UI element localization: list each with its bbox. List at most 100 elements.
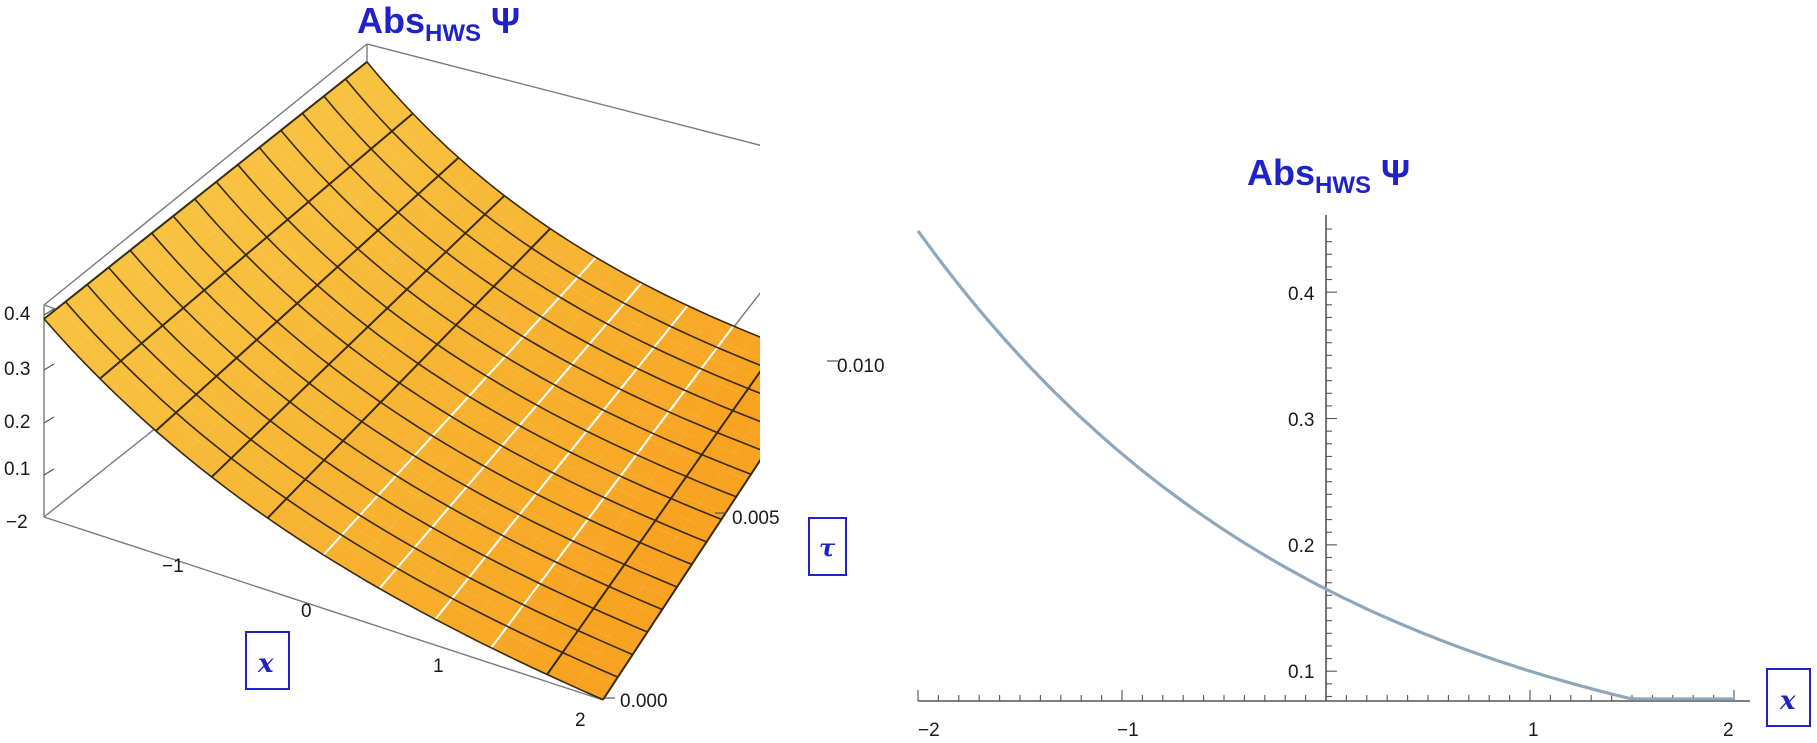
- surface-patch: [278, 167, 319, 207]
- surface-patch: [462, 346, 501, 377]
- surface-patch: [309, 507, 351, 541]
- surface-patch: [408, 358, 449, 391]
- surface-patch: [392, 557, 434, 589]
- surface-patch: [548, 462, 587, 491]
- surface-patch: [473, 376, 512, 407]
- mesh-line: [86, 284, 633, 656]
- surface-patch: [587, 371, 625, 400]
- surface-patch: [437, 329, 476, 361]
- surface-patch: [350, 153, 390, 191]
- surface-patch: [519, 645, 559, 675]
- z-tick-mark: [43, 468, 55, 476]
- surface-patch: [404, 496, 445, 528]
- surface-patch: [568, 272, 606, 301]
- surface-patch: [503, 302, 542, 332]
- surface-patch: [162, 312, 205, 352]
- surface-patch: [549, 506, 589, 536]
- surface-patch: [364, 495, 405, 527]
- surface-patch: [358, 101, 398, 141]
- surface-patch: [297, 244, 338, 281]
- surface-patch: [498, 391, 537, 421]
- surface-patch: [515, 599, 555, 629]
- surface-patch: [302, 329, 344, 365]
- surface-patch: [460, 223, 499, 256]
- surface-patch: [455, 269, 494, 301]
- surface-patch: [489, 316, 528, 347]
- surface-patch: [484, 241, 522, 273]
- surface-patch: [600, 356, 638, 385]
- surface-patch: [146, 325, 190, 366]
- surface-patch: [566, 579, 606, 609]
- z-tick-mark: [43, 308, 55, 316]
- surface-patch: [732, 394, 760, 421]
- surface-patch: [531, 272, 569, 303]
- surface-patch: [328, 350, 370, 384]
- surface-patch: [204, 324, 247, 363]
- surface-patch: [582, 257, 619, 286]
- surface-patch: [471, 466, 511, 496]
- surface-patch: [575, 519, 615, 548]
- surface-patch: [292, 294, 333, 330]
- y-tick-label: 0.4: [1288, 284, 1315, 305]
- surface-patch: [303, 193, 344, 231]
- surface-patch: [536, 478, 575, 507]
- surface-patch: [366, 402, 407, 435]
- surface-patch: [445, 496, 485, 527]
- surface-patch: [500, 346, 539, 377]
- surface-patch: [611, 384, 649, 412]
- surface-patch: [445, 237, 485, 270]
- surface-patch: [71, 336, 116, 379]
- surface-patch: [418, 481, 459, 513]
- surface-patch: [295, 474, 338, 508]
- surface-patch: [324, 445, 365, 479]
- mesh-line: [237, 164, 737, 498]
- surface-patch: [612, 470, 650, 499]
- x-axis-label: x: [1779, 686, 1796, 716]
- surface-patch: [143, 378, 187, 418]
- surface-patch: [270, 126, 311, 168]
- line-x-ticks: −2 −1 1 2: [918, 720, 1734, 741]
- surface-patch: [401, 280, 442, 313]
- mesh-line: [64, 301, 619, 678]
- surface-patch: [387, 294, 427, 327]
- mesh-line: [280, 129, 760, 451]
- surface-patch: [151, 271, 194, 313]
- line-y-ticks: 0.4 0.3 0.2 0.1: [1288, 284, 1315, 683]
- surface-patch: [521, 243, 560, 273]
- surface-patch: [239, 483, 282, 519]
- surface-patch: [431, 512, 472, 543]
- surface-patch: [254, 469, 296, 504]
- z-tick-mark: [43, 416, 55, 424]
- x-tick-label: −2: [6, 512, 28, 533]
- surface-patch: [637, 352, 674, 380]
- surface-patch: [448, 360, 487, 392]
- surface-patch: [44, 306, 88, 350]
- surface-patch: [459, 391, 499, 422]
- surface-patch: [451, 191, 490, 224]
- surface-patch: [216, 362, 259, 400]
- surface-patch: [243, 385, 285, 421]
- surface-patch: [340, 383, 381, 417]
- surface-patch: [155, 417, 199, 455]
- surface-patch: [323, 492, 365, 526]
- surface-patch: [295, 522, 338, 555]
- surface-patch: [523, 449, 562, 479]
- surface-patch: [253, 138, 295, 181]
- surface-patch: [434, 375, 474, 407]
- x-tick-label: −1: [162, 556, 184, 577]
- surface-patch: [250, 284, 293, 322]
- surface-patch: [140, 228, 184, 272]
- surface-patch: [268, 455, 310, 490]
- surface-patch: [512, 554, 552, 584]
- surface-patch: [590, 547, 629, 576]
- surface-patch: [178, 299, 221, 339]
- surface-patch: [510, 509, 550, 539]
- surface-patch: [551, 551, 591, 580]
- surface-patch: [638, 310, 675, 337]
- surface-patch: [491, 631, 532, 662]
- surface-patch: [525, 538, 564, 568]
- surface-patch: [382, 212, 422, 247]
- surface-patch: [350, 510, 392, 542]
- surface-patch: [589, 328, 627, 357]
- surface-patch: [186, 389, 229, 427]
